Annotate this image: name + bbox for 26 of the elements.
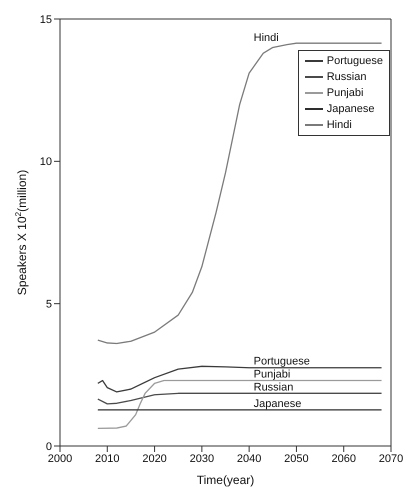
line-series (97, 366, 382, 393)
x-tick-label: 2030 (190, 452, 214, 465)
line-series (97, 42, 382, 344)
x-tick-label: 2040 (236, 452, 262, 465)
annotation: Portuguese (254, 356, 310, 368)
x-tick-label: 2060 (331, 452, 356, 465)
x-tick-label: 2050 (284, 452, 309, 465)
annotation: Russian (254, 381, 294, 394)
legend-label: Portuguese (326, 54, 383, 69)
annotation: Japanese (254, 398, 302, 410)
annotation: Punjabi (254, 368, 290, 381)
legend-label: Russian (326, 70, 366, 85)
y-tick-label: 10 (40, 156, 52, 168)
line-series (97, 380, 382, 429)
y-tick-label: 5 (46, 298, 52, 311)
y-tick-label: 15 (40, 14, 52, 26)
x-tick-label: 2000 (48, 452, 72, 465)
x-tick-label: 2020 (142, 452, 167, 465)
x-tick-label: 2010 (95, 452, 120, 465)
x-tick-label: 2070 (378, 452, 404, 465)
legend-label: Punjabi (326, 86, 364, 101)
legend-label: Japanese (326, 102, 374, 117)
y-tick-label: 0 (46, 440, 52, 453)
annotation: Hindi (254, 32, 279, 44)
x-axis-title: Time(year) (196, 473, 254, 487)
legend-label: Hindi (326, 118, 352, 133)
